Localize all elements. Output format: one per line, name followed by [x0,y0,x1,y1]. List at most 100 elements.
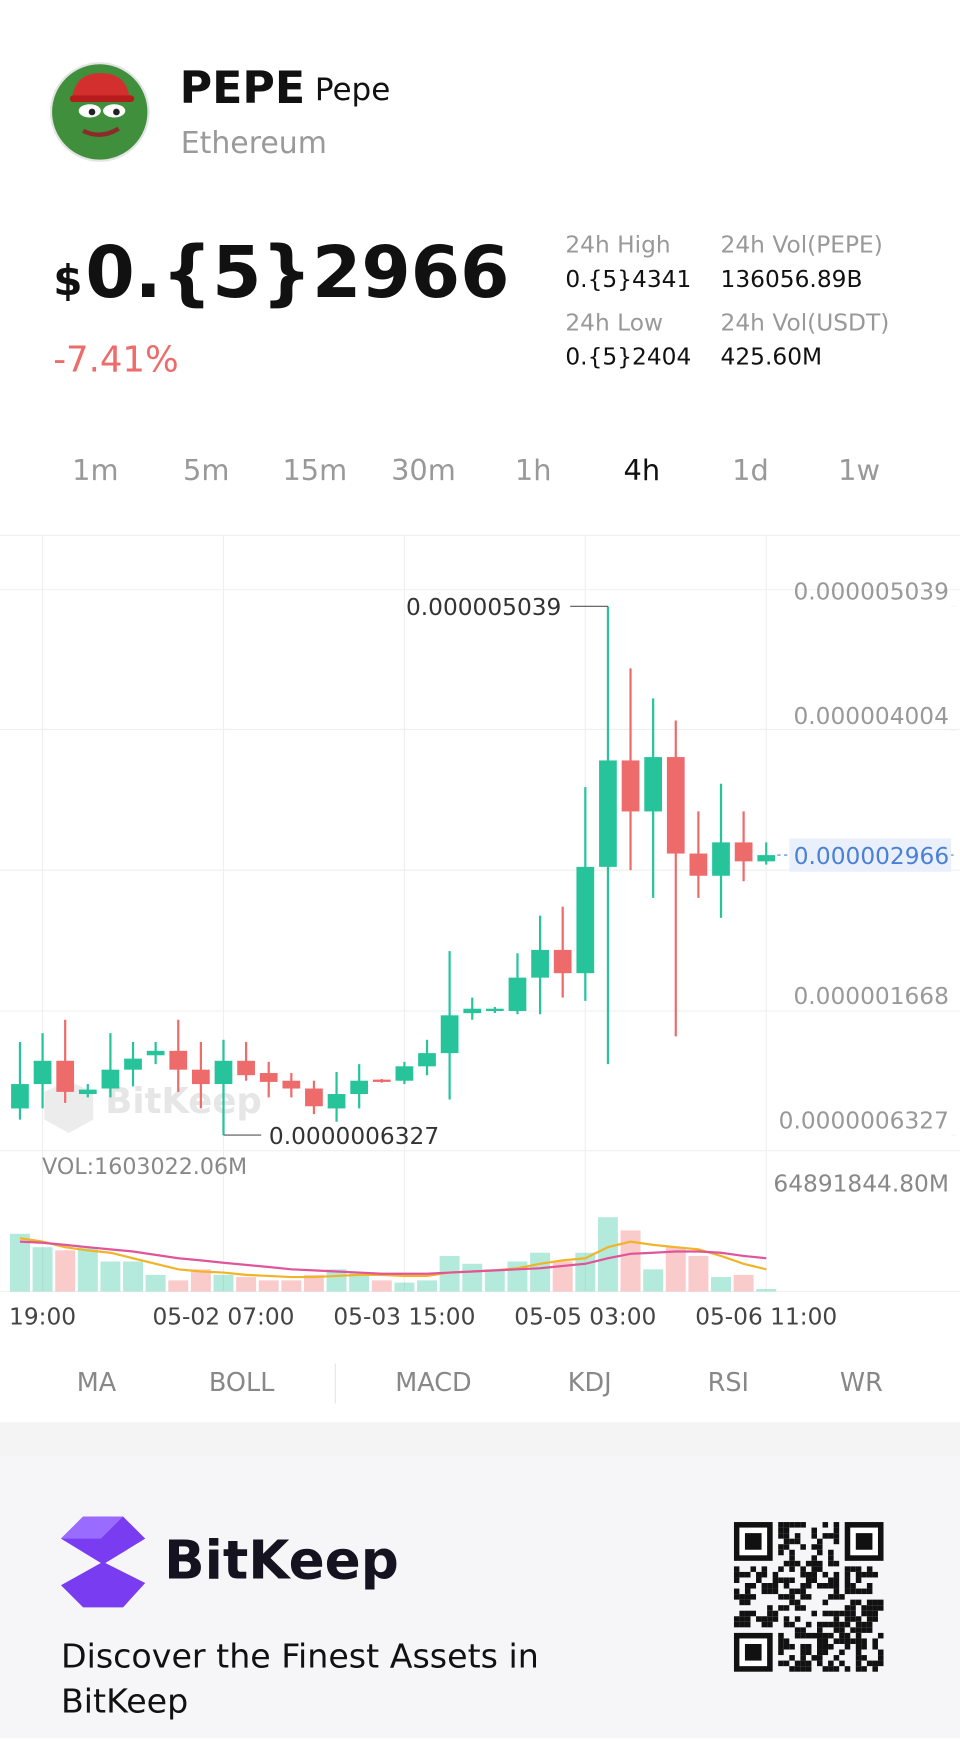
qr-cell [844,1605,851,1611]
qr-cell [855,1655,862,1661]
qr-cell [828,1555,834,1561]
qr-cell [783,1527,790,1534]
qr-cell [822,1632,829,1639]
footer [0,1455,960,1739]
qr-cell [750,1610,757,1617]
qr-cell [756,1616,762,1622]
indicator-tab[interactable]: RSI [707,1369,750,1398]
qr-cell [805,1666,812,1672]
qr-cell [817,1538,823,1545]
qr-cell [783,1660,790,1667]
indicator-tab[interactable]: KDJ [567,1369,612,1398]
volume-bar [394,1282,415,1292]
qr-cell [872,1643,878,1650]
qr-cell [850,1616,856,1622]
qr-cell [828,1533,834,1539]
volume-bar [756,1288,777,1292]
qr-cell [805,1594,812,1600]
qr-cell [772,1588,779,1595]
qr-cell [811,1632,818,1639]
volume-bar [597,1217,618,1292]
timeframe-tab[interactable]: 1d [732,454,769,488]
timeframe-tab[interactable]: 30m [391,454,456,488]
qr-cell [866,1571,873,1578]
qr-cell [844,1621,851,1628]
qr-cell [767,1610,773,1617]
timeframe-tab[interactable]: 1m [72,454,119,488]
candle-body [418,1053,436,1067]
qr-cell [733,1577,740,1584]
indicator-tab[interactable]: BOLL [208,1369,275,1398]
qr-cell [783,1638,790,1644]
qr-cell [783,1605,790,1611]
candle-body [11,1084,29,1109]
qr-cell [817,1649,823,1656]
qr-cell [744,1594,751,1600]
timeframe-tab[interactable]: 5m [182,454,230,488]
qr-cell [839,1638,845,1644]
qr-cell [855,1649,862,1656]
timeframe-tab[interactable]: 1w [838,454,881,488]
qr-cell [772,1610,779,1617]
qr-cell [811,1577,818,1584]
qr-cell [872,1660,878,1667]
qr-cell [805,1571,812,1578]
qr-cell [833,1527,840,1534]
qr-cell [844,1632,851,1639]
qr-cell [828,1660,834,1667]
qr-finder [744,1533,762,1550]
stat-label: 24h High [565,231,671,259]
qr-cell [778,1605,784,1611]
qr-cell [794,1522,801,1528]
indicator-tab[interactable]: MA [76,1369,117,1398]
qr-cell [811,1560,818,1567]
qr-cell [761,1616,768,1622]
qr-cell [733,1616,740,1622]
qr-cell [828,1549,834,1556]
qr-cell [822,1533,829,1539]
candle-body [553,949,572,974]
qr-cell [789,1549,795,1556]
currency: $ [53,256,83,305]
qr-cell [811,1655,818,1661]
timeframe-tab[interactable]: 1h [514,454,552,488]
qr-cell [833,1666,840,1672]
qr-cell [789,1621,795,1628]
candle-body [237,1060,255,1076]
qr-cell [866,1616,873,1622]
qr-cell [778,1522,784,1528]
x-tick-label: 19:00 [9,1304,76,1331]
qr-cell [767,1616,773,1622]
stat-label: 24h Vol(PEPE) [720,231,883,259]
qr-cell [855,1643,862,1650]
tagline: Discover the Finest Assets in BitKeep [60,1637,539,1722]
qr-cell [800,1627,806,1633]
qr-cell [800,1594,806,1600]
qr-cell [783,1522,790,1528]
timeframe-tab[interactable]: 4h [623,454,661,488]
separator [0,1422,960,1456]
qr-cell [861,1571,867,1578]
timeframe-tab[interactable]: 15m [282,454,348,488]
qr-cell [817,1632,823,1639]
qr-cell [761,1571,768,1578]
indicator-tab[interactable]: MACD [395,1369,472,1398]
qr-cell [828,1610,834,1617]
qr-cell [739,1616,745,1622]
current-price-bg [789,838,952,872]
stat-label: 24h Low [565,309,663,336]
volume-bar [77,1247,98,1292]
candle-body [350,1080,369,1095]
qr-cell [794,1538,801,1545]
indicator-tab[interactable]: WR [839,1369,883,1398]
qr-cell [839,1649,845,1656]
qr-cell [805,1621,812,1628]
qr-cell [789,1655,795,1661]
volume-ma-line [19,1237,767,1279]
qr-cell [789,1555,795,1561]
qr-cell [739,1599,745,1606]
qr-cell [855,1638,862,1644]
volume-bar [145,1274,166,1292]
